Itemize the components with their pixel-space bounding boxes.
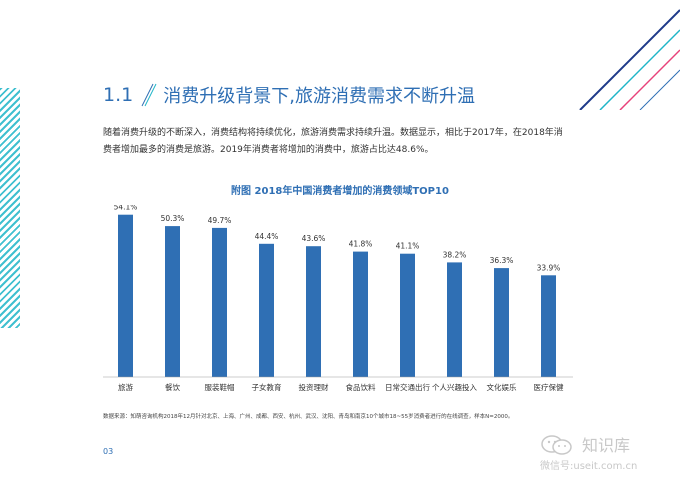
bar-3 — [212, 227, 227, 377]
bar-8 — [447, 262, 462, 377]
section-title: 消费升级背景下,旅游消费需求不断升温 — [163, 86, 475, 107]
value-label-7: 41.1% — [396, 242, 420, 251]
category-label-1: 旅游 — [118, 382, 133, 392]
value-label-10: 33.9% — [537, 263, 561, 272]
category-label-5: 投资理财 — [299, 382, 329, 392]
value-label-6: 41.8% — [349, 240, 373, 249]
value-label-5: 43.6% — [302, 234, 326, 243]
value-label-1: 54.1% — [114, 205, 138, 212]
value-label-4: 44.4% — [255, 232, 279, 241]
category-label-3: 服装鞋帽 — [205, 382, 235, 392]
bar-6 — [353, 251, 368, 377]
watermark: 知识库 微信号:useit.com.cn — [540, 432, 668, 474]
value-label-8: 38.2% — [443, 250, 467, 259]
category-label-6: 食品饮料 — [346, 382, 376, 392]
slash-divider-icon — [141, 83, 157, 107]
section-heading: 1.1 消费升级背景下,旅游消费需求不断升温 — [103, 82, 475, 108]
chart-title: 附图 2018年中国消费者增加的消费领域TOP10 — [231, 186, 449, 197]
value-label-3: 49.7% — [208, 216, 232, 225]
wechat-icon — [541, 435, 572, 455]
bar-group: 54.1% 旅游 50.3% 餐饮 49.7% 服装鞋帽 44.4% 子女教育 43.6% 投资理… — [114, 205, 564, 392]
category-label-10: 医疗保健 — [534, 382, 564, 392]
data-source-note: 数据来源：知萌咨询机构2018年12月针对北京、上海、广州、成都、西安、杭州、武… — [103, 414, 514, 420]
section-number: 1.1 — [103, 84, 134, 106]
category-label-7: 日常交通出行 — [385, 382, 430, 392]
bar-5 — [306, 246, 321, 377]
value-label-9: 36.3% — [490, 256, 514, 265]
category-label-9: 文化娱乐 — [487, 382, 517, 392]
page-number: 03 — [103, 447, 114, 456]
corner-line-decoration — [579, 9, 680, 110]
bar-1 — [118, 214, 133, 377]
category-label-8: 个人兴趣投入 — [432, 382, 477, 392]
bar-4 — [259, 243, 274, 377]
category-label-4: 子女教育 — [252, 382, 282, 392]
intro-paragraph: 随着消费升级的不断深入，消费结构将持续优化，旅游消费需求持续升温。数据显示，相比… — [103, 128, 563, 155]
bar-10 — [541, 275, 556, 377]
watermark-name: 知识库 — [582, 436, 631, 455]
bar-9 — [494, 268, 509, 377]
value-label-2: 50.3% — [161, 214, 185, 223]
left-stripe-decoration — [0, 88, 20, 328]
bar-7 — [400, 253, 415, 377]
watermark-id: 微信号:useit.com.cn — [540, 461, 638, 472]
bar-chart: 54.1% 旅游 50.3% 餐饮 49.7% 服装鞋帽 44.4% 子女教育 43.6% 投资理… — [103, 205, 573, 392]
category-label-2: 餐饮 — [165, 382, 180, 392]
bar-2 — [165, 226, 180, 377]
